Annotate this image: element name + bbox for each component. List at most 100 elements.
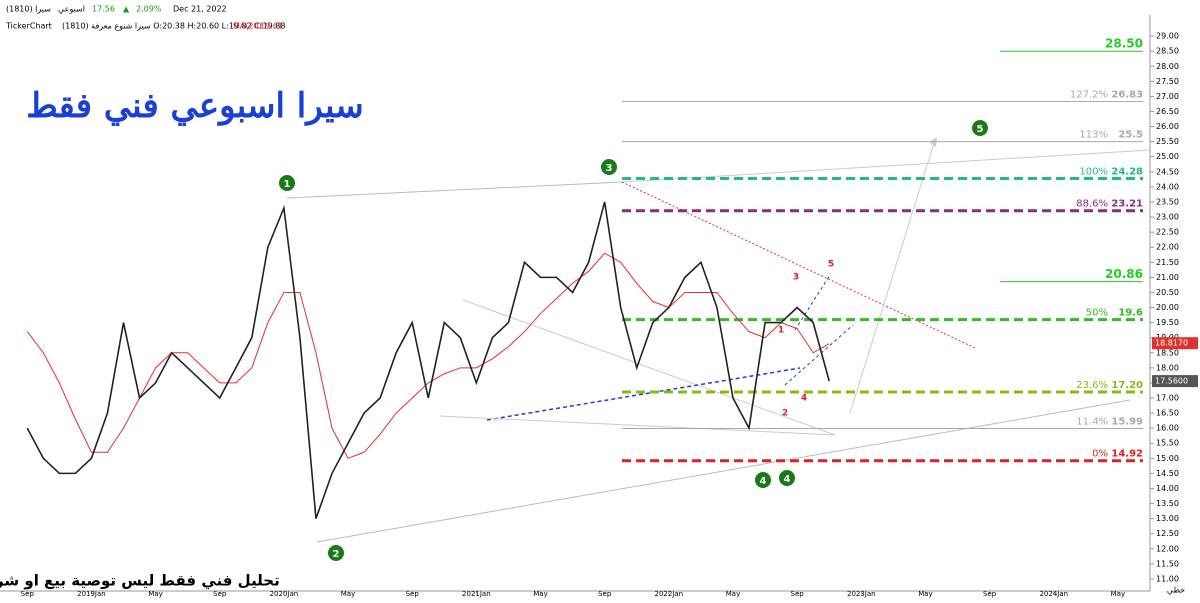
date: Dec 21, 2022 [173,5,227,14]
y-tick-label: 16.00 [1156,424,1179,433]
wave-label: 5 [977,124,984,135]
y-tick-label: 11.00 [1156,574,1179,583]
y-tick-label: 15.50 [1156,439,1179,448]
level-value: 26.83 [1111,90,1143,101]
level-percent: 23.6% [1076,380,1108,391]
wave-marker [779,470,795,486]
level-percent: 11.4% [1076,416,1108,427]
y-tick-label: 13.50 [1156,499,1179,508]
x-tick-label: Sep [213,590,227,598]
level-value: 24.28 [1111,166,1143,177]
ma-value: 19.61 [260,22,283,31]
y-tick-label: 28.50 [1156,47,1179,56]
wave-label: 3 [606,163,613,174]
level-percent: 113% [1079,130,1108,141]
level-percent: 88.6% [1076,199,1108,210]
trend-line [794,274,831,331]
disclaimer: تحليل فني فقط ليس توصية بيع او شراء [0,572,280,590]
level-value: 17.20 [1111,380,1143,391]
wave-label: 1 [284,179,291,190]
level-value: 14.92 [1111,449,1143,460]
disclaimer-box [0,568,262,594]
x-tick-label: 2022Jan [655,590,684,598]
level-value: 20.86 [1105,267,1143,281]
price-tag [1152,337,1198,350]
level-value: 15.99 [1111,416,1143,427]
wave-label: 2 [333,549,340,560]
trend-line [316,399,1131,543]
y-tick-label: 22.50 [1156,228,1179,237]
y-tick-label: 23.50 [1156,197,1179,206]
y-tick-label: 29.00 [1156,32,1179,41]
y-tick-label: 13.00 [1156,514,1179,523]
subwave-label: 3 [793,273,799,283]
trend-line [486,367,801,421]
y-tick-label: 17.00 [1156,393,1179,402]
price-line [26,201,830,519]
x-tick-label: Sep [21,590,35,598]
wave-label: 4 [760,476,767,487]
x-tick-label: May [533,590,547,598]
y-tick-label: 20.50 [1156,288,1179,297]
y-tick-label: 14.00 [1156,484,1179,493]
y-tick-label: 14.50 [1156,469,1179,478]
subwave-label: 2 [782,409,788,419]
y-tick-label: 24.00 [1156,182,1179,191]
x-tick-label: 2024Jan [1039,590,1068,598]
y-tick-label: 26.50 [1156,107,1179,116]
level-value: 25.5 [1118,130,1143,141]
x-tick-label: 2019Jan [77,590,106,598]
x-tick-label: Sep [791,590,805,598]
y-tick-label: 27.50 [1156,77,1179,86]
y-tick-label: 28.00 [1156,62,1179,71]
price-tag-label: 18.8170 [1155,339,1188,348]
y-tick-label: 25.00 [1156,152,1179,161]
y-tick-label: 18.50 [1156,348,1179,357]
x-tick-label: Sep [598,590,612,598]
x-tick-label: May [1111,590,1125,598]
trend-line [462,299,836,436]
y-tick-label: 18.00 [1156,363,1179,372]
period: اسبوعي [58,5,85,14]
change: 2.09% [136,5,162,14]
y-tick-label: 25.50 [1156,137,1179,146]
y-tick-label: 12.00 [1156,544,1179,553]
y-tick-label: 21.00 [1156,273,1179,282]
ma-label: MA(20) [233,22,262,31]
level-percent: 127.2% [1070,90,1108,101]
subwave-label: 4 [801,394,807,404]
trend-line [439,415,836,436]
wave-marker [755,472,771,488]
level-value: 28.50 [1105,37,1143,51]
subwave-label: 5 [828,260,834,270]
plot: 11.00 11.50 12.00 12.50 13.00 13.50 14.00 14.50… [0,15,1198,598]
ma-line [26,252,830,459]
level-percent: 100% [1079,166,1108,177]
y-tick-label: 26.00 [1156,122,1179,131]
y-tick-label: 12.50 [1156,529,1179,538]
symbol: سيرا (1810) [6,5,51,14]
price-tag [1152,375,1198,388]
y-tick-label: 16.50 [1156,409,1179,418]
header: سيرا (1810) اسبوعي 17.56 ▲ 2.09% Dec 21,… [5,5,285,31]
x-tick-label: 2020Jan [270,590,299,598]
y-tick-label: 15.00 [1156,454,1179,463]
x-tick-label: 2021Jan [462,590,491,598]
last-price: 17.56 [92,5,115,14]
y-tick-label: 20.00 [1156,303,1179,312]
level-value: 23.21 [1111,199,1143,210]
wave-label: 4 [784,474,791,485]
x-tick-label: 2023Jan [847,590,876,598]
price-tag-label: 17.5600 [1155,377,1188,386]
ohlc: سيرا شنوع معرفة (1810) O:20.38 H:20.60 L… [62,22,285,31]
brand: TickerChart [5,22,52,31]
y-tick-label: 24.50 [1156,167,1179,176]
trend-line [849,139,936,414]
wave-marker [601,159,617,175]
wave-marker [328,545,344,561]
up-arrow: ▲ [123,5,130,14]
level-percent: 50% [1086,308,1108,319]
y-tick-label: 22.00 [1156,243,1179,252]
x-tick-label: May [726,590,740,598]
